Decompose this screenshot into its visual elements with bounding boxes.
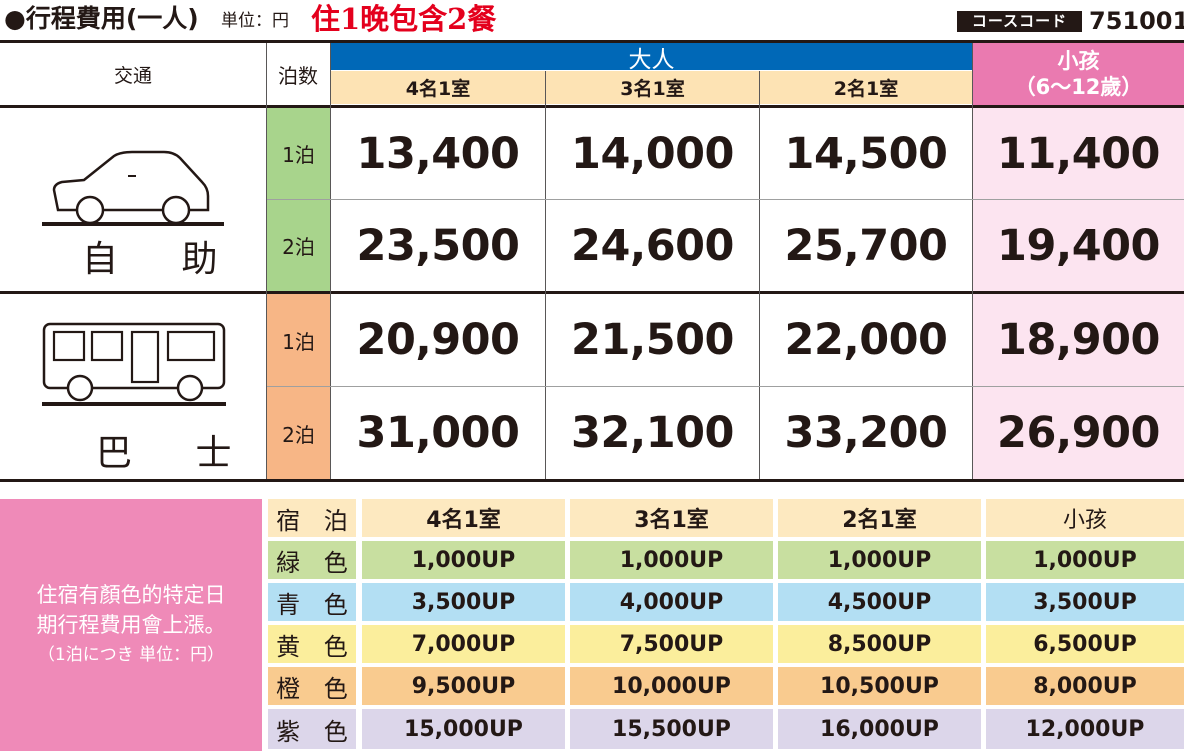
surcharge-header: 4名1室 <box>362 499 565 537</box>
child-price-cell: 19,400 <box>973 200 1184 291</box>
unit-label: 単位：円 <box>221 11 289 31</box>
promo-text: 住1晚包含2餐 <box>311 2 497 36</box>
price-cell: 33,200 <box>784 408 948 458</box>
surcharge-cell: 9,500UP <box>362 667 565 705</box>
surcharge-cell: 10,500UP <box>778 667 981 705</box>
surcharge-cell: 15,000UP <box>362 709 565 749</box>
price-cell: 20,900 <box>356 315 520 365</box>
surcharge-cell: 8,000UP <box>986 667 1184 705</box>
course-code: 751001 <box>1089 7 1184 35</box>
surcharge-color-label: 青 色 <box>268 583 356 621</box>
surcharge-color-label: 橙 色 <box>268 667 356 705</box>
self-drive-label: 自 助 <box>82 239 244 280</box>
room-2-header: 2名1室 <box>760 71 972 104</box>
note-line-2: 期行程費用會上漲。 <box>36 613 226 637</box>
nights-header: 泊数 <box>278 63 318 88</box>
price-cell: 24,600 <box>571 220 734 271</box>
price-cell: 14,500 <box>784 128 948 179</box>
surcharge-cell: 7,000UP <box>362 625 565 663</box>
room-3-header: 3名1室 <box>546 71 759 104</box>
note-line-3: （1泊につき 単位：円） <box>37 645 225 665</box>
room-4-header: 4名1室 <box>331 71 545 104</box>
transport-header: 交通 <box>113 65 152 87</box>
course-code-label: コースコード <box>957 11 1082 32</box>
price-cell: 32,100 <box>571 408 734 458</box>
surcharge-cell: 1,000UP <box>778 541 981 579</box>
nights-cell: 1泊 <box>267 108 330 199</box>
bus-icon <box>42 322 226 406</box>
page-title: ●行程費用(一人) <box>4 4 199 33</box>
child-header-label: 小孩 <box>1057 49 1100 73</box>
surcharge-note: 住宿有顏色的特定日 期行程費用會上漲。 （1泊につき 単位：円） <box>0 499 262 751</box>
surcharge-header-stay: 宿 泊 <box>268 499 356 537</box>
surcharge-cell: 4,000UP <box>570 583 773 621</box>
child-header-age: （6～12歲） <box>1014 75 1143 99</box>
child-price-cell: 18,900 <box>973 294 1184 386</box>
nights-cell: 2泊 <box>267 387 330 479</box>
surcharge-cell: 4,500UP <box>778 583 981 621</box>
surcharge-header: 3名1室 <box>570 499 773 537</box>
price-cell: 21,500 <box>571 315 734 365</box>
price-cell: 23,500 <box>356 220 520 271</box>
adult-header: 大人 <box>331 43 972 73</box>
price-cell: 31,000 <box>356 408 520 458</box>
surcharge-cell: 3,500UP <box>362 583 565 621</box>
price-cell: 25,700 <box>784 220 948 271</box>
surcharge-cell: 3,500UP <box>986 583 1184 621</box>
surcharge-color-label: 紫 色 <box>268 709 356 749</box>
price-cell: 14,000 <box>571 128 734 179</box>
surcharge-header: 小孩 <box>986 499 1184 537</box>
nights-cell: 1泊 <box>267 294 330 386</box>
car-group-cell: 自 助 <box>0 108 266 292</box>
price-cell: 22,000 <box>784 315 948 365</box>
surcharge-cell: 12,000UP <box>986 709 1184 749</box>
child-header: 小孩 （6～12歲） <box>973 43 1184 105</box>
surcharge-cell: 10,000UP <box>570 667 773 705</box>
surcharge-cell: 1,000UP <box>986 541 1184 579</box>
car-icon <box>42 150 224 226</box>
surcharge-cell: 8,500UP <box>778 625 981 663</box>
bus-group-cell: 巴 士 <box>0 294 266 479</box>
bus-label: 巴 士 <box>96 433 258 474</box>
surcharge-cell: 1,000UP <box>362 541 565 579</box>
child-price-cell: 26,900 <box>973 387 1184 479</box>
surcharge-cell: 16,000UP <box>778 709 981 749</box>
price-cell: 13,400 <box>356 128 520 179</box>
surcharge-cell: 6,500UP <box>986 625 1184 663</box>
nights-cell: 2泊 <box>267 200 330 291</box>
surcharge-cell: 1,000UP <box>570 541 773 579</box>
child-price-cell: 11,400 <box>973 108 1184 199</box>
surcharge-color-label: 黄 色 <box>268 625 356 663</box>
note-line-1: 住宿有顏色的特定日 <box>36 583 226 607</box>
surcharge-header: 2名1室 <box>778 499 981 537</box>
surcharge-cell: 7,500UP <box>570 625 773 663</box>
surcharge-color-label: 緑 色 <box>268 541 356 579</box>
surcharge-cell: 15,500UP <box>570 709 773 749</box>
